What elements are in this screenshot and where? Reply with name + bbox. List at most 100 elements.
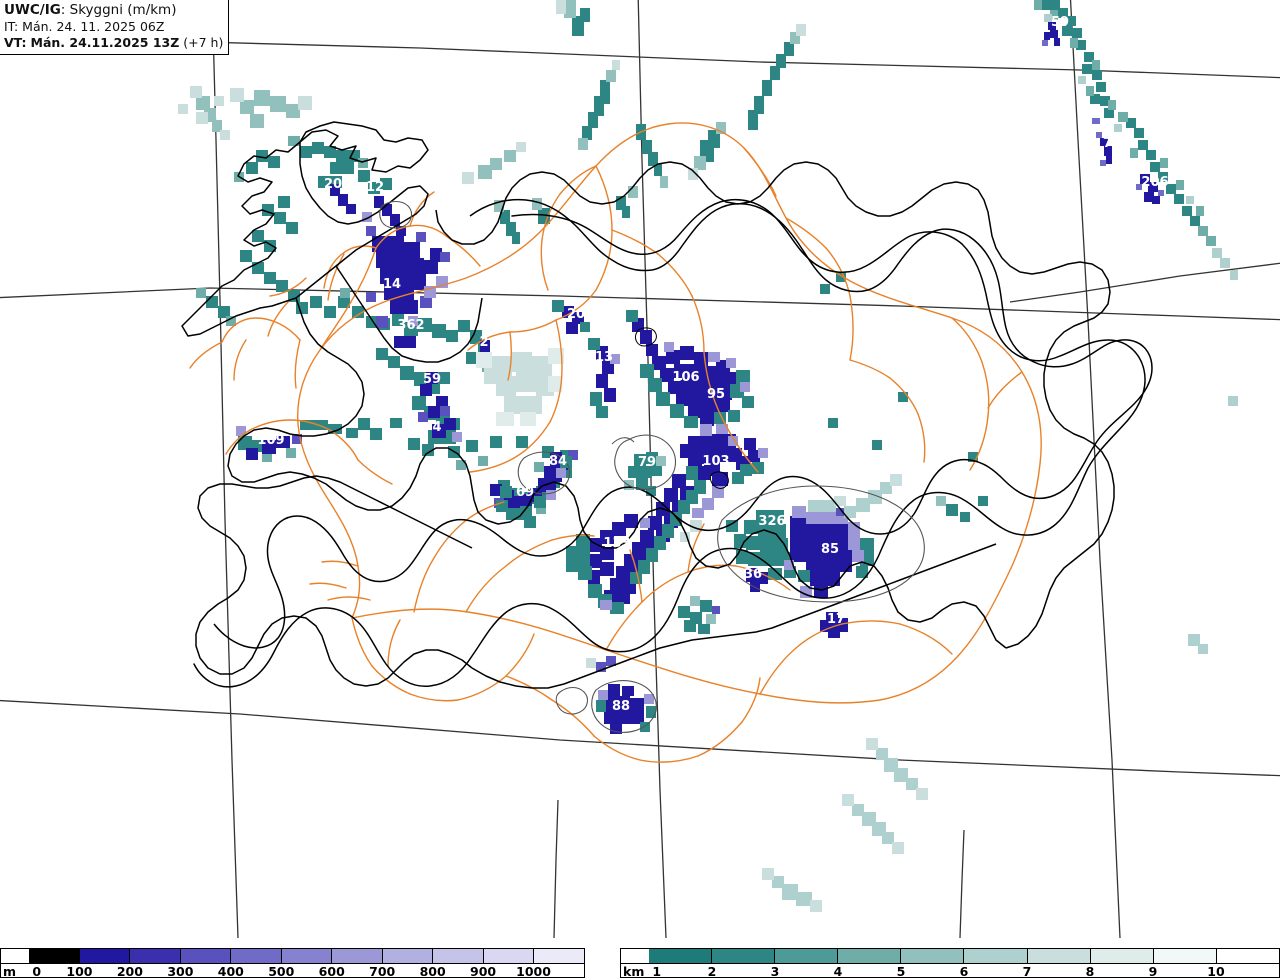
station-label: 133 [603,536,630,551]
color-swatch [1153,949,1217,963]
parameter-label: Skyggni (m/km) [69,2,177,18]
visibility-swatches [1,949,585,964]
tick-label: 100 [66,964,93,979]
station-label: 20 [324,177,342,192]
model-label: UWC/IG [4,2,61,18]
tick-label: 600 [318,964,345,979]
station-label: 20 [567,307,585,322]
color-swatch [534,949,585,963]
station-label: 106 [672,370,699,385]
station-label: 12 [366,180,384,195]
station-label: 95 [707,387,725,402]
tick-label: 4 [833,964,843,979]
color-swatch [712,949,776,963]
init-time: Mán. 24. 11. 2025 06Z [22,19,165,35]
colon-1: : [60,2,70,18]
color-swatch [1027,949,1091,963]
color-swatch [332,949,383,963]
color-swatch [130,949,181,963]
station-label: 362 [397,318,424,333]
tick-label: 0 [32,964,42,979]
station-label: 85 [821,542,839,557]
coast-lines-visible [181,121,1115,689]
tick-label: 6 [959,964,969,979]
station-value-labels: 59 70 206 20 12 14 362 2 59 4 109 20 13 106 95 84 69 79 10… [257,15,1168,714]
color-swatch [483,949,535,963]
valid-time: Mán. 24.11.2025 13Z [30,35,180,51]
station-label: 36 [744,567,762,582]
color-swatch [433,949,484,963]
cloudbase-tick-labels: km 1 2 3 4 5 6 7 8 9 10 [621,964,1279,979]
tick-label: 7 [1022,964,1032,979]
valid-prefix: VT: [4,35,27,51]
visibility-pixel-field [178,0,1238,912]
color-swatch [29,949,80,963]
valid-offset: (+7 h) [183,35,224,51]
color-swatch [79,949,131,963]
colorbar-pad [1,949,29,963]
station-label: 2 [479,335,488,350]
tick-label: 10 [1207,964,1225,979]
tick-label: 200 [116,964,143,979]
cloudbase-swatches [621,949,1279,964]
color-swatch [231,949,282,963]
model-info-box: UWC/IG: Skyggni (m/km) IT: Mán. 24. 11. … [0,0,230,56]
station-label: 79 [638,455,656,470]
color-swatch [382,949,434,963]
glacier-outlines [379,200,925,733]
station-label: 206 [1141,175,1168,190]
color-swatch [1216,949,1279,963]
info-parameter-line: UWC/IG: Skyggni (m/km) [4,2,223,19]
tick-label: 8 [1085,964,1095,979]
visibility-colorbar[interactable]: m 0 100 200 300 400 500 600 700 800 900 1000 [0,948,585,979]
cloudbase-colorbar[interactable]: km 1 2 3 4 5 6 7 8 9 10 [620,948,1280,979]
map-canvas[interactable]: 59 70 206 20 12 14 362 2 59 4 109 20 13 106 95 84 69 79 10… [0,0,1280,938]
station-label: 84 [549,454,567,469]
color-swatch [1090,949,1154,963]
station-label: 4 [432,420,441,435]
info-init-line: IT: Mán. 24. 11. 2025 06Z [4,19,223,35]
visibility-tick-labels: m 0 100 200 300 400 500 600 700 800 900 1000 [1,964,584,979]
station-label: 13 [595,350,613,365]
station-label: 14 [383,277,401,292]
color-swatch [775,949,839,963]
color-swatch [901,949,965,963]
tick-label: 800 [419,964,446,979]
map-svg[interactable]: 59 70 206 20 12 14 362 2 59 4 109 20 13 106 95 84 69 79 10… [0,0,1280,938]
info-valid-line: VT: Mán. 24.11.2025 13Z (+7 h) [4,35,223,51]
init-prefix: IT: [4,19,19,35]
color-swatch [180,949,232,963]
station-label: 17 [827,612,845,627]
coastline [213,198,1153,649]
station-label: 109 [257,433,284,448]
tick-label: 1 [652,964,662,979]
station-label: 69 [516,485,534,500]
tick-label: 3 [770,964,780,979]
inland-water [635,327,729,489]
tick-label: 400 [217,964,244,979]
station-label: 103 [702,454,729,469]
station-label: 59 [1051,15,1069,30]
tick-label: 900 [470,964,497,979]
coastline-iceland [193,198,1146,688]
tick-label: 9 [1148,964,1158,979]
color-swatch [281,949,333,963]
station-label: 326 [758,514,785,529]
colorbar-pad [621,949,649,963]
road-network [189,122,1042,763]
tick-label: 300 [167,964,194,979]
color-swatch [964,949,1028,963]
visibility-unit: m [3,964,17,979]
tick-label: 2 [707,964,717,979]
tick-label: 5 [896,964,906,979]
color-swatch [649,949,713,963]
color-swatch [838,949,902,963]
station-label: 59 [423,372,441,387]
station-label: 70 [1103,136,1121,151]
station-label: 88 [612,699,630,714]
cloudbase-unit: km [623,964,645,979]
tick-label: 1000 [516,964,551,979]
tick-label: 700 [369,964,396,979]
tick-label: 500 [268,964,295,979]
